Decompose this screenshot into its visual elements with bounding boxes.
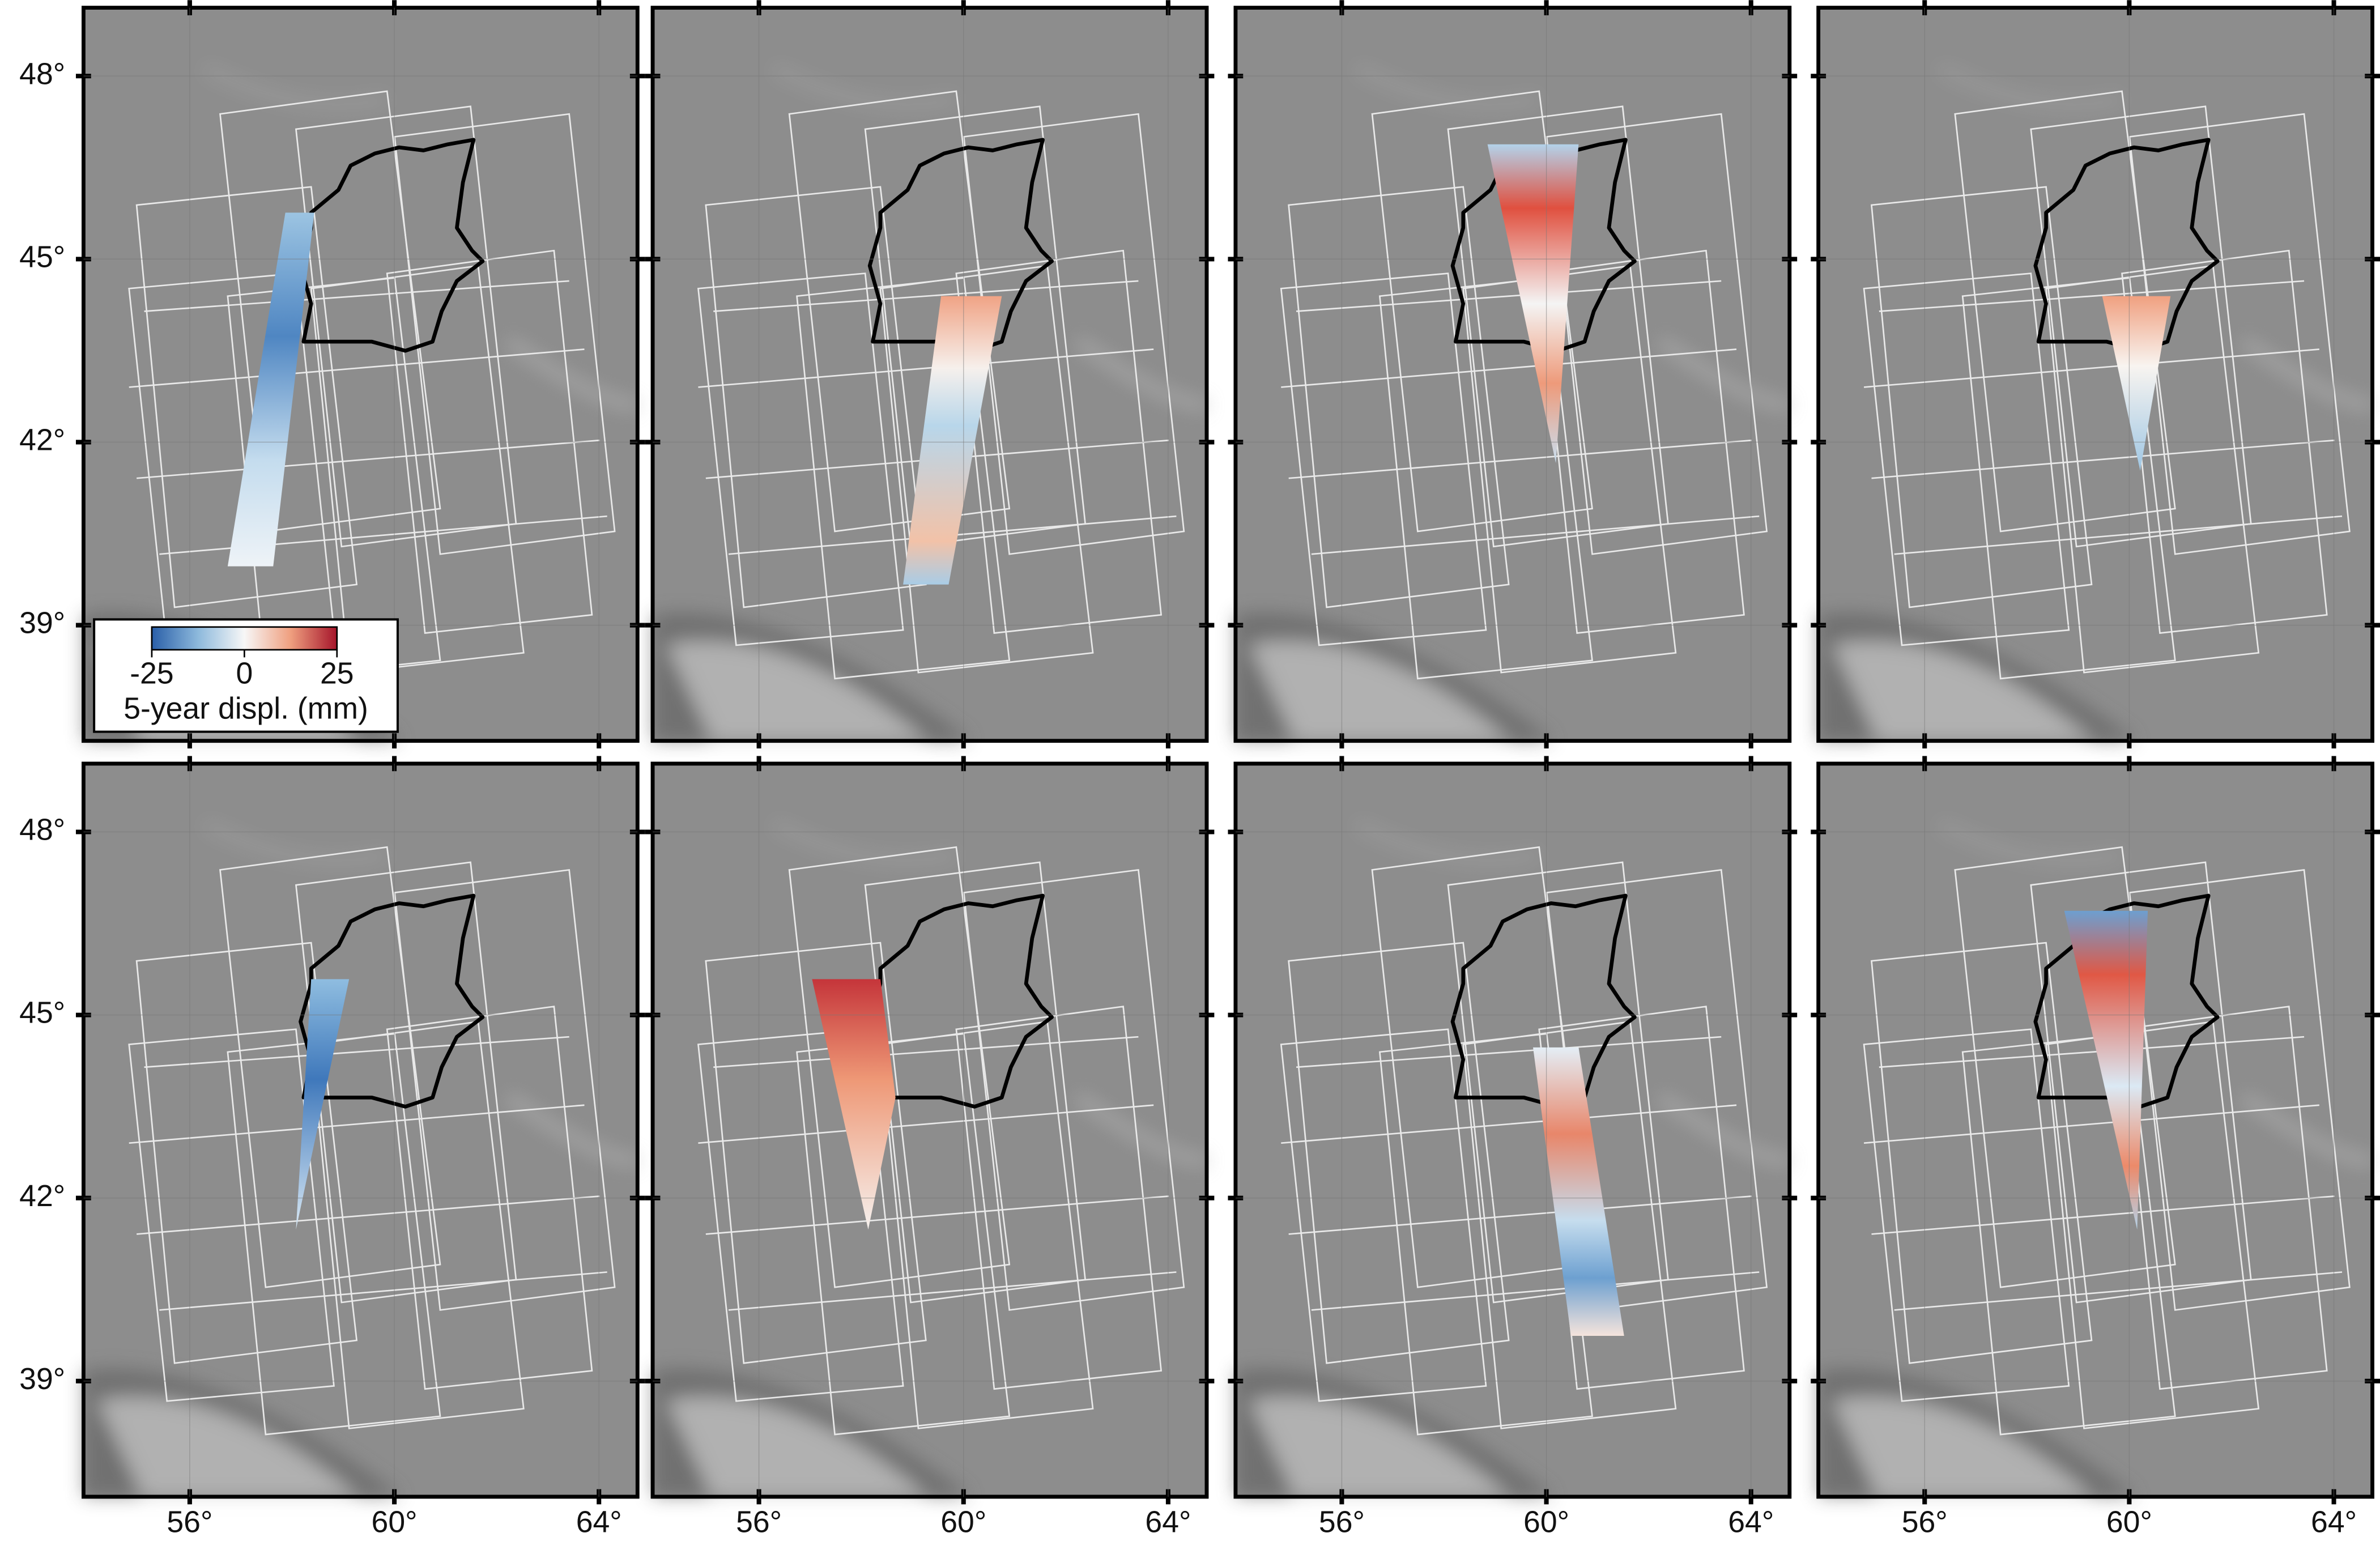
colorbar-legend: -25 0 255-year displ. (mm) — [93, 618, 399, 733]
lat-label: 42° — [19, 423, 65, 457]
map-panel — [1228, 0, 1798, 749]
displacement-swath — [812, 979, 896, 1230]
lon-label: 56° — [1902, 1505, 1948, 1539]
lat-label: 39° — [19, 606, 65, 640]
panel-frame — [82, 761, 640, 1499]
displacement-swath — [2064, 910, 2148, 1230]
basemap — [1819, 764, 2373, 1497]
colorbar-tick-label: 25 — [320, 657, 354, 691]
basemap — [1236, 764, 1790, 1497]
panels: 48°45°42°39°-25 0 255-year displ. (mm)48°4… — [19, 0, 2380, 1539]
basemap — [653, 764, 1207, 1497]
basemap — [1819, 8, 2373, 741]
lat-label: 42° — [19, 1179, 65, 1213]
lon-label: 64° — [1728, 1505, 1774, 1539]
lon-label: 60° — [2106, 1505, 2152, 1539]
map-panel — [1811, 0, 2380, 749]
lon-label: 56° — [167, 1505, 212, 1539]
lat-label: 48° — [19, 813, 65, 847]
map-panel: 56° 60° 64° — [645, 756, 1215, 1539]
lat-label: 48° — [19, 57, 65, 91]
panel-frame — [1816, 761, 2374, 1499]
map-panel: 48° 45° 42° 39° -25 0 255-year displ. (mm) — [19, 0, 645, 749]
colorbar-tick-label: -25 — [130, 657, 173, 691]
displacement-swath — [2102, 296, 2171, 471]
map-panel: 56° 60° 64° — [1228, 756, 1798, 1539]
lon-label: 60° — [372, 1505, 418, 1539]
lat-label: 45° — [19, 996, 65, 1030]
basemap — [83, 764, 637, 1497]
lon-label: 60° — [940, 1505, 986, 1539]
panel-frame — [82, 6, 640, 743]
colorbar-tick-label: 0 — [236, 657, 253, 691]
panel-frame — [1816, 6, 2374, 743]
colorbar-title: 5-year displ. (mm) — [124, 691, 368, 725]
lon-label: 56° — [736, 1505, 782, 1539]
lon-label: 56° — [1319, 1505, 1365, 1539]
basemap — [653, 8, 1207, 741]
panel-frame — [650, 6, 1209, 743]
lon-label: 64° — [2311, 1505, 2357, 1539]
map-panel — [645, 0, 1215, 749]
lon-label: 60° — [1523, 1505, 1569, 1539]
displacement-swath — [1533, 1047, 1624, 1336]
displacement-swath — [1487, 144, 1579, 463]
lon-label: 64° — [1145, 1505, 1191, 1539]
lat-label: 39° — [19, 1362, 65, 1396]
basemap — [1236, 8, 1790, 741]
panel-frame — [650, 761, 1209, 1499]
lat-label: 45° — [19, 240, 65, 274]
displacement-swath — [227, 212, 314, 567]
map-panel: 56° 60° 64° — [1811, 756, 2380, 1539]
colorbar — [151, 626, 338, 651]
panel-frame — [1233, 761, 1792, 1499]
panel-frame — [1233, 6, 1792, 743]
map-panel: 48° 45° 42° 39° 56° 60° 64° — [19, 756, 645, 1539]
lon-label: 64° — [576, 1505, 622, 1539]
displacement-swath — [903, 296, 1002, 585]
